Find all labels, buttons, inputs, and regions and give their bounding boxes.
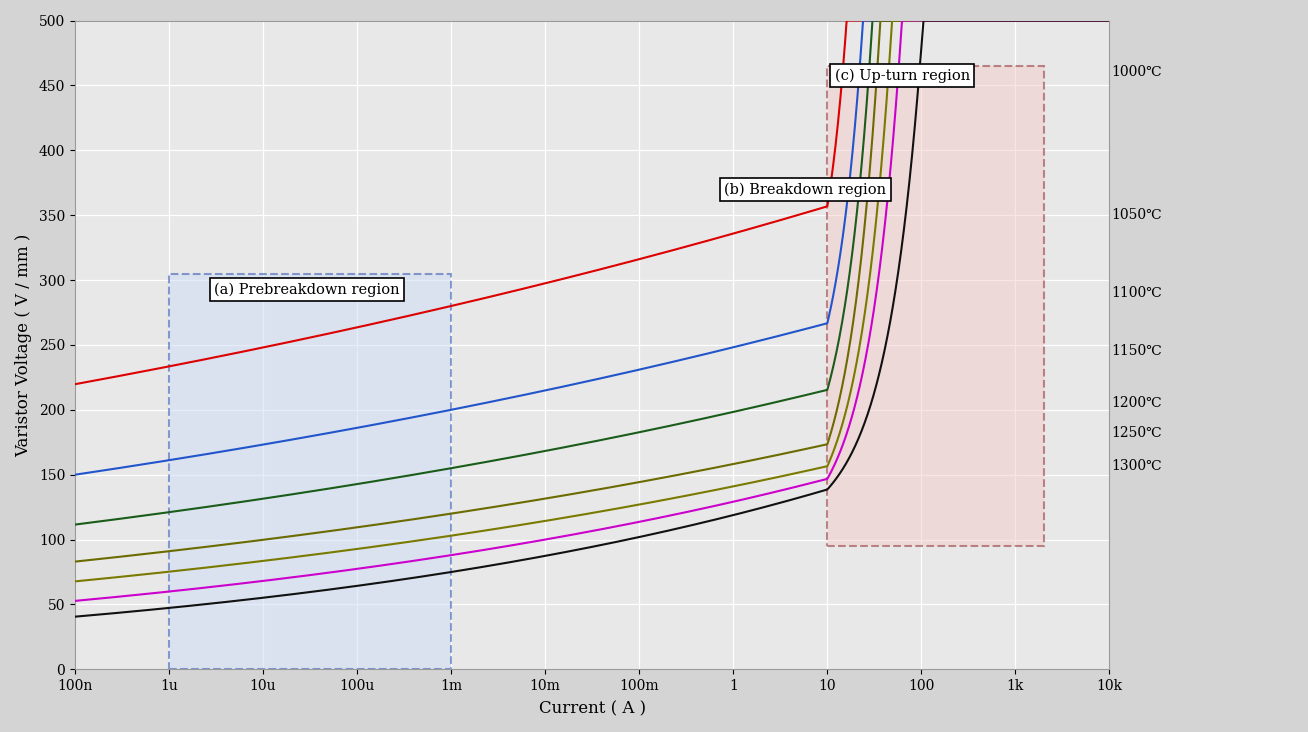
Y-axis label: Varistor Voltage ( V / mm ): Varistor Voltage ( V / mm ) — [14, 234, 31, 457]
Text: (c) Up-turn region: (c) Up-turn region — [835, 69, 971, 83]
X-axis label: Current ( A ): Current ( A ) — [539, 700, 646, 717]
Text: 1200℃: 1200℃ — [1112, 396, 1162, 411]
Text: 1050℃: 1050℃ — [1112, 208, 1162, 222]
Bar — [828, 66, 1044, 546]
Text: (a) Prebreakdown region: (a) Prebreakdown region — [215, 283, 399, 297]
Bar — [169, 274, 451, 669]
Text: (b) Breakdown region: (b) Breakdown region — [725, 183, 887, 197]
Text: 1100℃: 1100℃ — [1112, 286, 1163, 300]
Text: 1150℃: 1150℃ — [1112, 344, 1163, 359]
Text: 1000℃: 1000℃ — [1112, 65, 1162, 79]
Text: 1300℃: 1300℃ — [1112, 459, 1162, 473]
Text: 1250℃: 1250℃ — [1112, 426, 1162, 440]
